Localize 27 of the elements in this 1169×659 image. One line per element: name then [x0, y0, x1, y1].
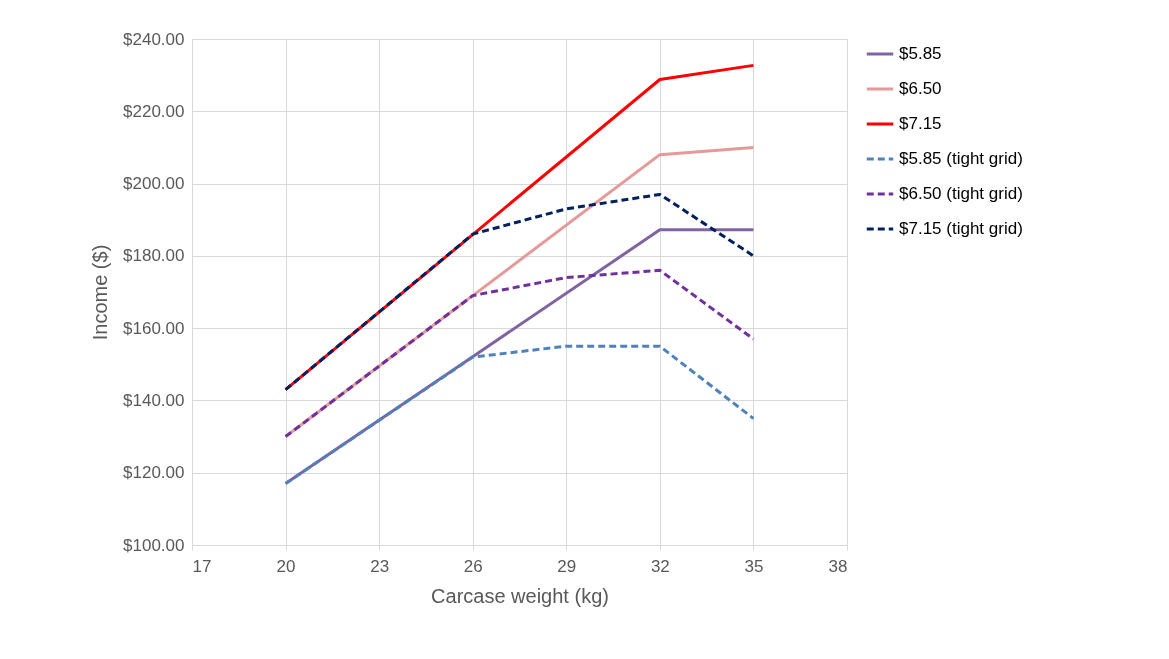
legend-label: $5.85 (tight grid) [899, 149, 1023, 168]
x-tick-label: 32 [650, 556, 670, 576]
x-tick-label: 35 [744, 556, 764, 576]
x-tick-label: 38 [828, 556, 848, 576]
y-tick-label: $140.00 [123, 390, 185, 410]
y-tick-label: $180.00 [123, 246, 185, 266]
legend-label: $7.15 (tight grid) [899, 219, 1023, 238]
line-series [284, 192, 755, 392]
y-tick-label: $160.00 [123, 318, 185, 338]
legend-label: $7.15 [899, 114, 942, 133]
y-tick-label: $240.00 [123, 29, 185, 49]
legend-label: $6.50 [899, 79, 942, 98]
x-axis-title: Carcase weight (kg) [431, 584, 609, 607]
legend-label: $6.50 (tight grid) [899, 184, 1023, 203]
line-series [284, 344, 755, 486]
y-axis-title: Income ($) [89, 244, 112, 341]
line-series [284, 268, 755, 439]
y-tick-label: $200.00 [123, 174, 185, 194]
legend-label: $5.85 [899, 44, 942, 63]
x-tick-label: 17 [192, 556, 212, 576]
y-tick-label: $220.00 [123, 101, 185, 121]
y-tick-label: $100.00 [123, 535, 185, 555]
x-tick-label: 23 [370, 556, 390, 576]
y-tick-label: $120.00 [123, 463, 185, 483]
x-tick-label: 29 [557, 556, 577, 576]
x-tick-label: 26 [463, 556, 483, 576]
x-tick-label: 20 [276, 556, 296, 576]
